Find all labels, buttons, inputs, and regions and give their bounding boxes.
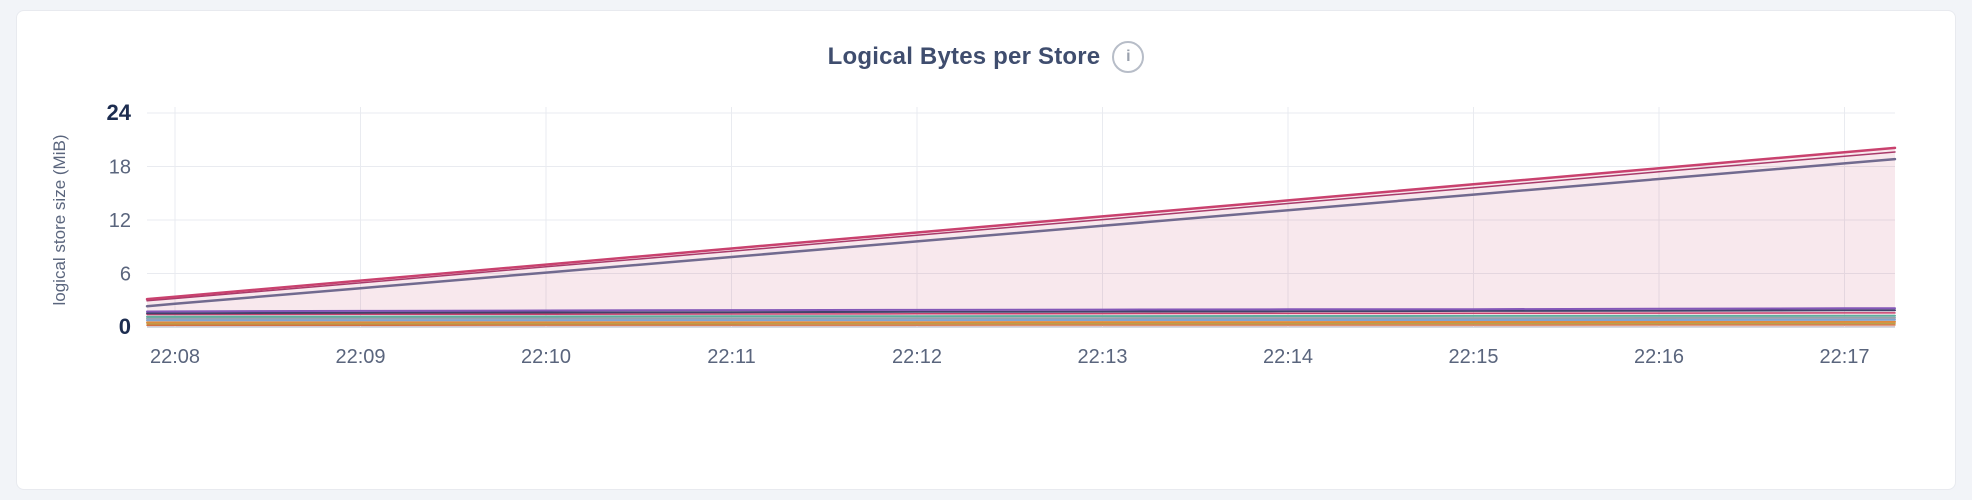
y-tick-label: 6 <box>120 264 131 286</box>
series-line-navy-flat <box>146 309 1896 315</box>
series-line-slate-rising <box>145 157 1897 308</box>
series-line-pink-rising <box>145 146 1897 301</box>
series-line-gray-flat <box>146 316 1896 320</box>
chart-header: Logical Bytes per Store i <box>17 11 1955 73</box>
x-tick-label: 22:13 <box>1077 346 1127 368</box>
x-tick-label: 22:11 <box>707 346 756 368</box>
y-tick-label: 24 <box>107 100 132 125</box>
series-line-rose-flat <box>146 312 1896 316</box>
x-tick-label: 22:08 <box>150 346 200 368</box>
y-tick-label: 12 <box>109 210 131 232</box>
series-line-crimson-rising <box>146 151 1896 302</box>
y-axis-title: logical store size (MiB) <box>50 135 69 306</box>
chart-canvas: 0 6 12 18 24 22:08 22:09 22:10 22:11 22:12 22:13 22… <box>50 100 1897 368</box>
x-tick-label: 22:16 <box>1634 346 1684 368</box>
x-tick-label: 22:09 <box>335 346 385 368</box>
chart-card: Logical Bytes per Store i 0 6 12 18 24 22:08 2… <box>16 10 1956 490</box>
series-line-orange-flat <box>146 320 1896 324</box>
series-fill-pink-rising <box>147 147 1895 327</box>
series-line-purple-flat <box>146 307 1896 313</box>
y-tick-label: 0 <box>119 314 131 339</box>
chart-title: Logical Bytes per Store <box>827 43 1101 70</box>
x-tick-label: 22:15 <box>1448 346 1498 368</box>
chart-area: 0 6 12 18 24 22:08 22:09 22:10 22:11 22:12 22:13 22… <box>29 91 1943 391</box>
x-tick-label: 22:17 <box>1819 346 1869 368</box>
x-tick-label: 22:12 <box>892 346 942 368</box>
x-tick-label: 22:14 <box>1263 346 1313 368</box>
y-tick-label: 18 <box>109 157 131 179</box>
x-tick-label: 22:10 <box>521 346 571 368</box>
series-line-lightblue-flat <box>146 318 1896 322</box>
series-line-teal-flat <box>146 314 1896 318</box>
info-icon[interactable]: i <box>1112 41 1145 73</box>
